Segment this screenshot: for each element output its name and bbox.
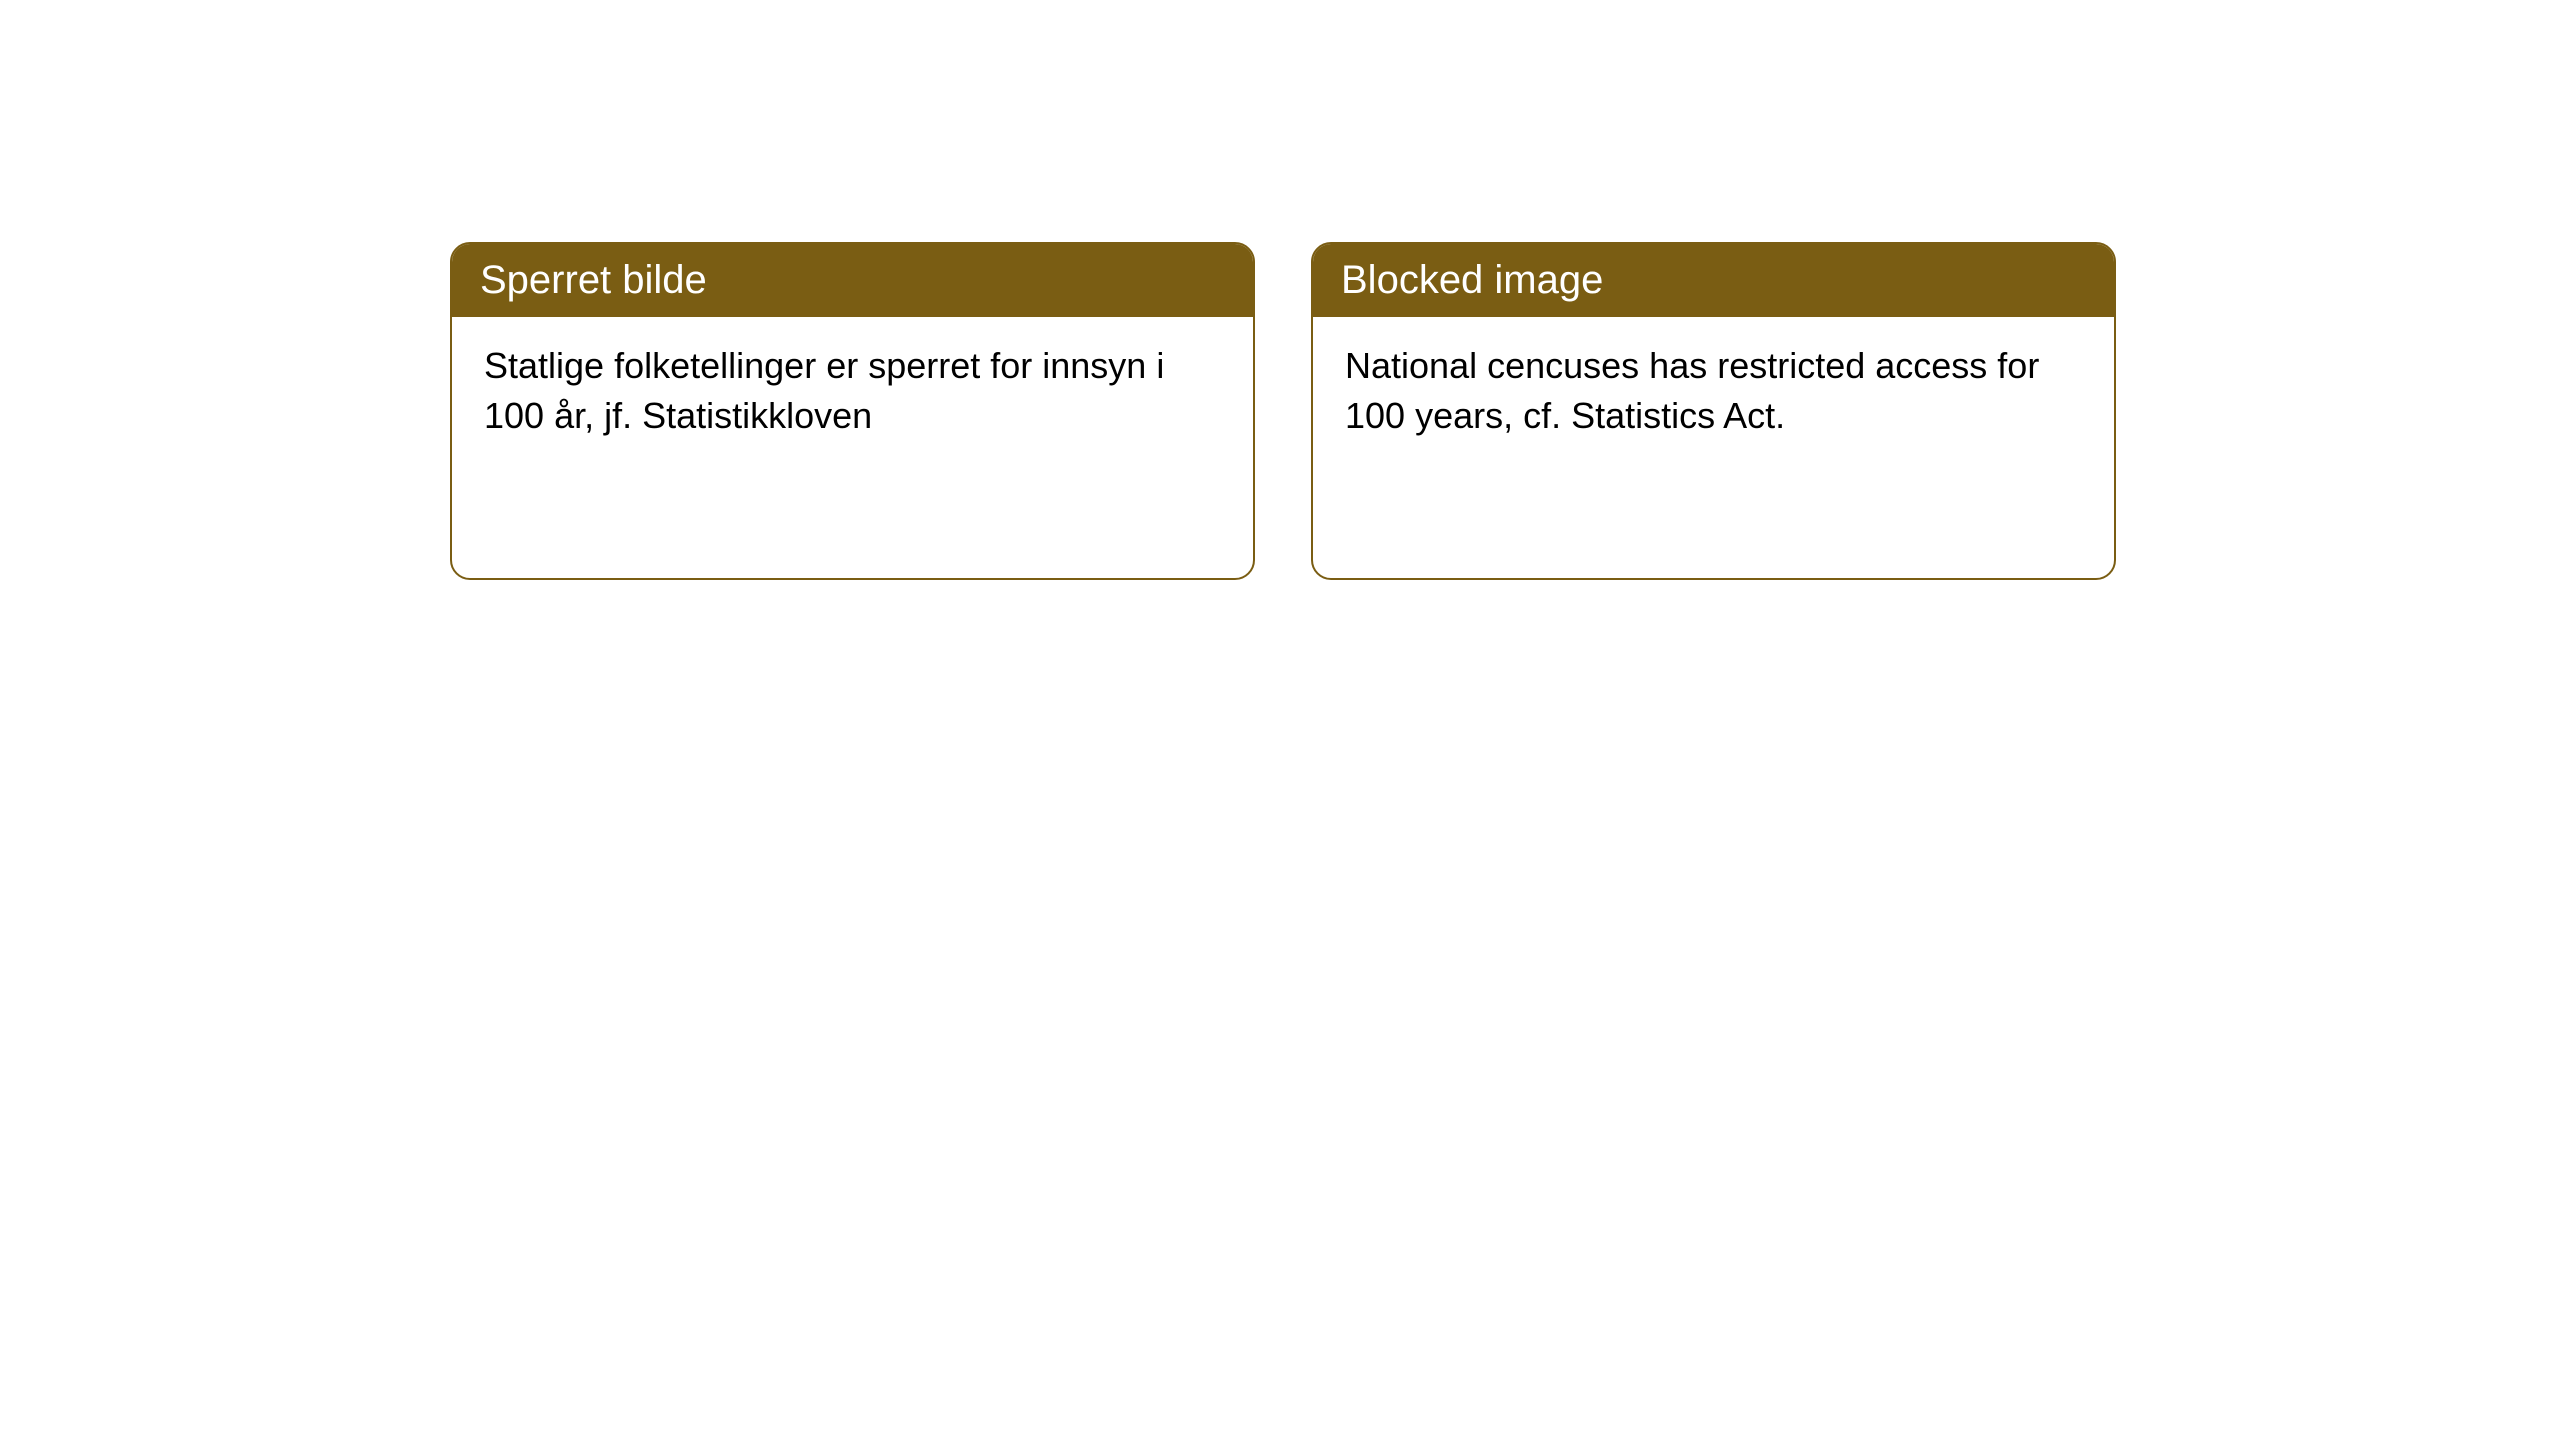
notice-title: Blocked image bbox=[1341, 258, 1603, 302]
notice-title: Sperret bilde bbox=[480, 258, 707, 302]
notices-container: Sperret bilde Statlige folketellinger er… bbox=[450, 242, 2116, 580]
notice-text: National cencuses has restricted access … bbox=[1345, 345, 2039, 436]
notice-header: Sperret bilde bbox=[452, 244, 1253, 317]
notice-card-english: Blocked image National cencuses has rest… bbox=[1311, 242, 2116, 580]
notice-body: Statlige folketellinger er sperret for i… bbox=[452, 317, 1253, 466]
notice-header: Blocked image bbox=[1313, 244, 2114, 317]
notice-body: National cencuses has restricted access … bbox=[1313, 317, 2114, 466]
notice-text: Statlige folketellinger er sperret for i… bbox=[484, 345, 1164, 436]
notice-card-norwegian: Sperret bilde Statlige folketellinger er… bbox=[450, 242, 1255, 580]
